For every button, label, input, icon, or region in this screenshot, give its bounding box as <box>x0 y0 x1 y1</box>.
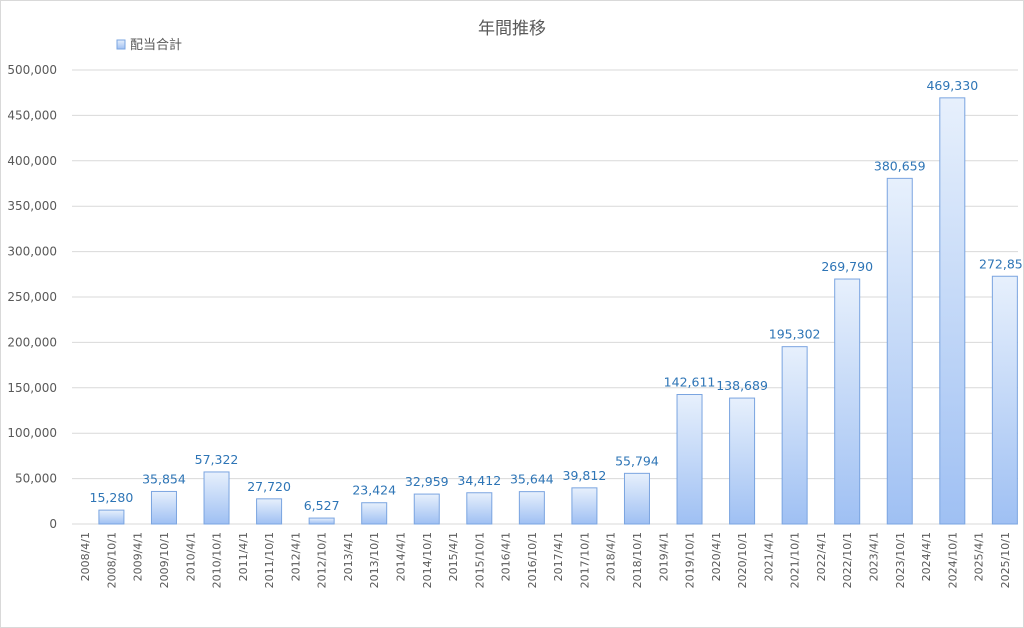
x-tick-label: 2014/4/1 <box>394 532 407 581</box>
data-label: 15,280 <box>90 490 134 505</box>
bar <box>729 397 756 525</box>
x-tick-label: 2023/10/1 <box>894 532 907 588</box>
bar <box>834 278 861 525</box>
data-label: 142,611 <box>664 375 716 390</box>
data-label: 27,720 <box>247 479 291 494</box>
y-tick-label: 450,000 <box>7 108 57 122</box>
data-label: 39,812 <box>563 468 607 483</box>
bar <box>886 177 913 525</box>
bar <box>991 275 1018 525</box>
data-label: 35,854 <box>142 471 186 486</box>
legend: 配当合計 <box>116 37 182 53</box>
y-tick-label: 50,000 <box>15 472 57 486</box>
bar <box>571 487 598 525</box>
x-tick-label: 2018/4/1 <box>605 532 618 581</box>
bars <box>98 97 1018 525</box>
x-tick-label: 2016/4/1 <box>500 532 513 581</box>
bar <box>256 498 283 525</box>
y-tick-label: 350,000 <box>7 199 57 213</box>
x-tick-label: 2010/10/1 <box>211 532 224 588</box>
y-tick-label: 100,000 <box>7 426 57 440</box>
y-tick-label: 0 <box>49 517 57 531</box>
x-tick-label: 2020/4/1 <box>710 532 723 581</box>
x-tick-label: 2015/10/1 <box>473 532 486 588</box>
bar <box>676 394 703 525</box>
x-tick-label: 2010/4/1 <box>184 532 197 581</box>
data-label: 35,644 <box>510 472 554 487</box>
data-label: 380,659 <box>874 158 926 173</box>
bar <box>623 472 650 525</box>
x-tick-label: 2023/4/1 <box>867 532 880 581</box>
legend-label: 配当合計 <box>130 37 182 53</box>
x-tick-label: 2014/10/1 <box>421 532 434 588</box>
y-tick-label: 150,000 <box>7 381 57 395</box>
gridlines <box>72 69 1018 525</box>
x-tick-label: 2022/4/1 <box>815 532 828 581</box>
bar <box>98 509 125 525</box>
y-tick-label: 250,000 <box>7 290 57 304</box>
x-tick-label: 2016/10/1 <box>526 532 539 588</box>
x-tick-label: 2011/4/1 <box>237 532 250 581</box>
bar <box>150 490 177 525</box>
data-labels: 15,280 35,854 57,322 27,720 6,527 23,424 32,95… <box>90 78 1024 513</box>
x-tick-label: 2020/10/1 <box>736 532 749 588</box>
x-tick-label: 2008/4/1 <box>79 532 92 581</box>
data-label: 57,322 <box>195 452 239 467</box>
x-tick-label: 2013/4/1 <box>342 532 355 581</box>
bar <box>518 491 545 525</box>
data-label: 55,794 <box>615 453 659 468</box>
bar <box>203 471 230 525</box>
x-tick-label: 2017/4/1 <box>552 532 565 581</box>
legend-swatch <box>116 39 126 50</box>
y-tick-label: 400,000 <box>7 154 57 168</box>
bar <box>361 502 388 525</box>
x-tick-label: 2019/4/1 <box>657 532 670 581</box>
y-tick-label: 500,000 <box>7 63 57 77</box>
bar <box>413 493 440 525</box>
x-tick-label: 2008/10/1 <box>105 532 118 588</box>
x-tick-label: 2009/10/1 <box>158 532 171 588</box>
x-tick-label: 2021/4/1 <box>762 532 775 581</box>
x-tick-label: 2025/4/1 <box>973 532 986 581</box>
bar <box>308 517 335 525</box>
x-axis-ticks: 2008/4/1 2008/10/1 2009/4/1 2009/10/1 2010/4… <box>79 532 1012 588</box>
x-tick-label: 2012/10/1 <box>316 532 329 588</box>
data-label: 269,790 <box>821 259 873 274</box>
data-label: 23,424 <box>352 483 396 498</box>
x-tick-label: 2021/10/1 <box>789 532 802 588</box>
bar <box>781 346 808 525</box>
x-tick-label: 2022/10/1 <box>841 532 854 588</box>
x-tick-label: 2025/10/1 <box>999 532 1012 588</box>
y-tick-label: 300,000 <box>7 245 57 259</box>
x-tick-label: 2019/10/1 <box>684 532 697 588</box>
data-label: 138,689 <box>716 378 768 393</box>
x-tick-label: 2013/10/1 <box>368 532 381 588</box>
data-label: 32,959 <box>405 474 449 489</box>
data-label: 34,412 <box>457 473 501 488</box>
chart-title: 年間推移 <box>478 19 546 39</box>
bar <box>939 97 966 525</box>
x-tick-label: 2024/10/1 <box>946 532 959 588</box>
data-label: 195,302 <box>769 327 821 342</box>
x-tick-label: 2009/4/1 <box>132 532 145 581</box>
x-tick-label: 2024/4/1 <box>920 532 933 581</box>
x-tick-label: 2017/10/1 <box>578 532 591 588</box>
x-tick-label: 2011/10/1 <box>263 532 276 588</box>
data-label: 272,851 <box>979 256 1024 271</box>
y-tick-label: 200,000 <box>7 335 57 349</box>
x-tick-label: 2012/4/1 <box>289 532 302 581</box>
data-label: 6,527 <box>304 498 340 513</box>
y-axis-ticks: 0 50,000 100,000 150,000 200,000 250,000 300,0… <box>7 63 57 531</box>
data-label: 469,330 <box>926 78 978 93</box>
bar <box>466 492 493 525</box>
x-tick-label: 2015/4/1 <box>447 532 460 581</box>
x-tick-label: 2018/10/1 <box>631 532 644 588</box>
